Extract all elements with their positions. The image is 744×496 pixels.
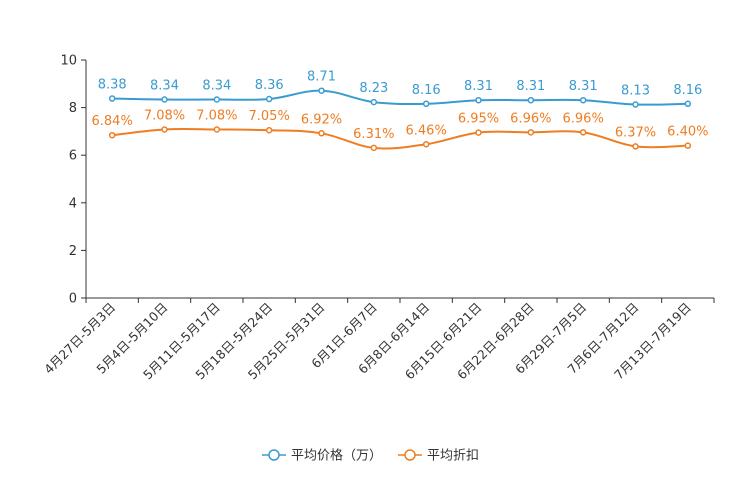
data-point [632,143,639,150]
data-point [475,129,482,136]
data-label: 6.31% [353,127,394,142]
y-tick-label: 10 [60,54,77,69]
data-label: 8.31 [464,79,493,94]
data-label: 7.08% [196,108,237,123]
data-point [684,100,692,108]
legend-marker-1 [268,449,280,461]
legend-marker-2 [404,449,416,461]
data-point [475,96,482,104]
data-label: 6.46% [406,123,447,138]
legend-label: 平均折扣 [427,449,479,464]
data-point [527,129,535,136]
data-label: 6.95% [458,112,499,127]
data-point [527,96,535,104]
y-tick-label: 6 [69,149,77,164]
data-point [161,96,168,103]
y-tick-label: 2 [69,244,77,259]
data-point [318,87,325,94]
data-label: 7.05% [249,109,290,124]
data-label: 6.84% [92,114,133,129]
y-tick-label: 8 [69,101,77,116]
data-point [579,129,587,136]
data-label: 6.96% [510,111,551,126]
data-point [370,98,378,106]
data-label: 8.36 [255,78,284,93]
data-label: 8.16 [673,83,702,98]
y-tick-label: 4 [69,196,77,211]
data-point [265,126,273,134]
data-point [422,141,430,148]
data-label: 6.40% [667,125,708,140]
data-label: 8.23 [359,81,388,96]
data-point [213,96,221,103]
series-line-2 [112,128,688,150]
y-tick-label: 0 [69,292,77,307]
data-point [108,95,116,102]
data-label: 6.96% [563,111,604,126]
data-label: 8.34 [150,79,179,94]
data-point [370,144,378,152]
data-label: 8.16 [412,83,441,98]
data-label: 8.34 [202,79,231,94]
data-point [579,96,587,104]
data-point [422,100,430,108]
data-label: 8.38 [98,78,127,93]
series-line-1 [112,89,688,106]
data-label: 8.31 [516,79,545,94]
data-point [265,95,273,103]
data-label: 8.71 [307,70,336,85]
data-point [213,126,221,133]
data-point [684,142,692,149]
data-point [632,101,639,108]
data-point [161,126,168,133]
data-label: 8.31 [569,79,598,94]
data-label: 6.92% [301,112,342,127]
legend-label: 平均价格（万） [291,448,382,464]
data-point [318,130,325,137]
data-label: 6.37% [615,125,656,140]
data-label: 8.13 [621,84,650,99]
data-label: 7.08% [144,108,185,123]
data-point [108,131,116,139]
